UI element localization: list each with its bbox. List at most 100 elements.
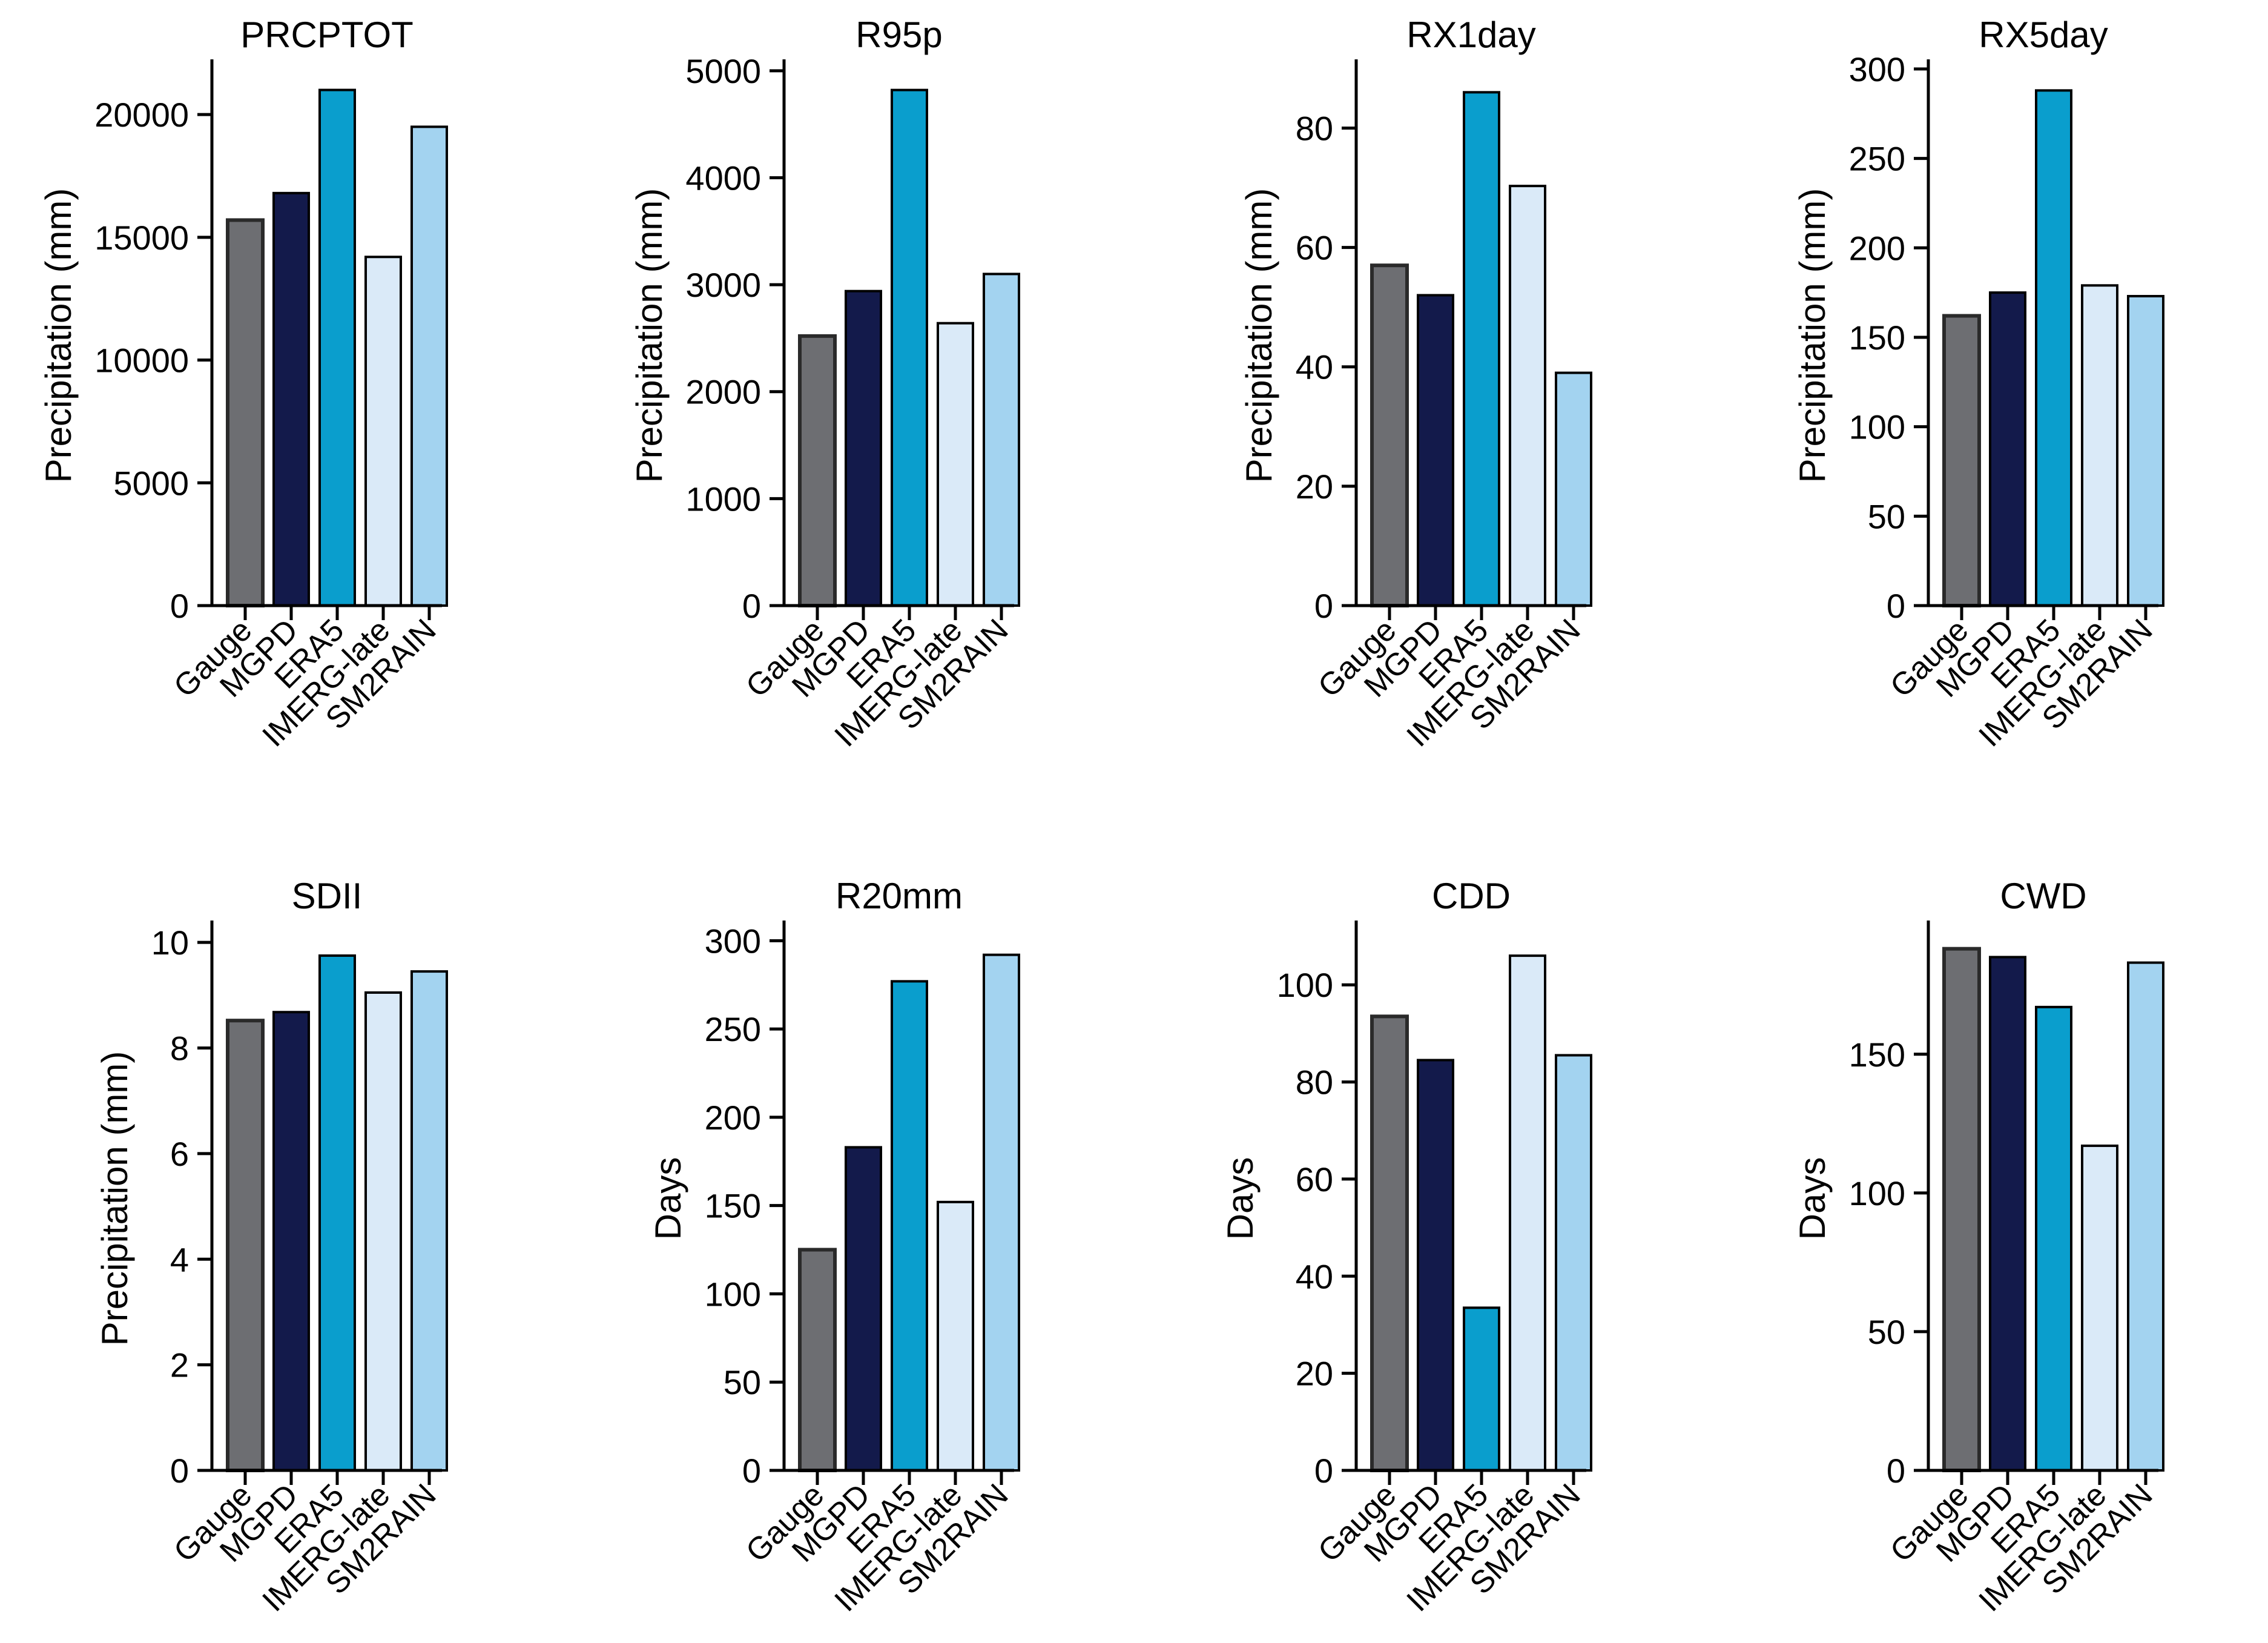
y-tick-label: 50 bbox=[724, 1363, 761, 1401]
y-tick-label: 250 bbox=[705, 1010, 761, 1048]
chart-title: PRCPTOT bbox=[240, 15, 414, 55]
y-tick-label: 20 bbox=[1296, 1355, 1333, 1393]
y-tick-label: 0 bbox=[742, 587, 761, 625]
y-tick-label: 40 bbox=[1296, 1257, 1333, 1295]
chart-rx1day: RX1day020406080GaugeMGPDERA5IMERG-lateSM… bbox=[1239, 15, 1592, 754]
chart-r20mm: R20mm050100150200250300GaugeMGPDERA5IMER… bbox=[648, 876, 1020, 1619]
bar-mgpd bbox=[272, 1011, 310, 1472]
y-tick-label: 40 bbox=[1296, 348, 1333, 386]
y-tick-label: 3000 bbox=[685, 266, 761, 304]
bar-imerg-late bbox=[937, 1200, 974, 1472]
y-tick-label: 20000 bbox=[94, 96, 189, 134]
bar-era5 bbox=[318, 88, 356, 607]
y-axis-label: Days bbox=[1220, 1157, 1261, 1240]
chart-cdd: CDD020406080100GaugeMGPDERA5IMERG-lateSM… bbox=[1220, 876, 1592, 1619]
y-tick-label: 200 bbox=[1849, 229, 1905, 267]
bar-gauge bbox=[1370, 1014, 1409, 1472]
bar-mgpd bbox=[1417, 1059, 1454, 1472]
chart-prcptot: PRCPTOT05000100001500020000GaugeMGPDERA5… bbox=[38, 15, 448, 754]
bar-sm2rain bbox=[2127, 295, 2164, 607]
bar-sm2rain bbox=[983, 953, 1020, 1472]
y-tick-label: 300 bbox=[1849, 50, 1905, 88]
chart-cwd: CWD050100150GaugeMGPDERA5IMERG-lateSM2RA… bbox=[1792, 876, 2164, 1619]
y-tick-label: 0 bbox=[170, 1452, 189, 1490]
bar-mgpd bbox=[845, 289, 882, 607]
bar-mgpd bbox=[1417, 294, 1454, 607]
bar-sm2rain bbox=[983, 273, 1020, 607]
y-tick-label: 150 bbox=[1849, 319, 1905, 357]
y-axis-label: Precipitation (mm) bbox=[629, 188, 670, 483]
y-tick-label: 10 bbox=[151, 924, 189, 962]
bar-era5 bbox=[1463, 91, 1500, 607]
bar-mgpd bbox=[272, 191, 310, 607]
y-tick-label: 5000 bbox=[685, 52, 761, 90]
bar-imerg-late bbox=[1509, 185, 1546, 607]
y-tick-label: 0 bbox=[1314, 587, 1333, 625]
chart-r95p: R95p010002000300040005000GaugeMGPDERA5IM… bbox=[629, 15, 1020, 754]
y-tick-label: 60 bbox=[1296, 229, 1333, 267]
bar-gauge bbox=[1370, 263, 1409, 607]
y-tick-label: 20 bbox=[1296, 468, 1333, 506]
bar-era5 bbox=[1463, 1306, 1500, 1472]
bar-era5 bbox=[891, 980, 928, 1472]
bar-gauge bbox=[226, 218, 265, 608]
chart-title: R95p bbox=[855, 15, 942, 55]
y-tick-label: 0 bbox=[742, 1452, 761, 1490]
y-tick-label: 4000 bbox=[685, 159, 761, 197]
y-tick-label: 50 bbox=[1868, 497, 1905, 535]
y-axis-label: Precipitation (mm) bbox=[1792, 188, 1833, 483]
y-axis-label: Days bbox=[648, 1157, 688, 1240]
bar-era5 bbox=[2035, 1005, 2072, 1472]
y-tick-label: 6 bbox=[170, 1135, 189, 1173]
bar-gauge bbox=[1942, 314, 1981, 607]
chart-rx5day: RX5day050100150200250300GaugeMGPDERA5IME… bbox=[1792, 15, 2164, 754]
y-tick-label: 50 bbox=[1868, 1313, 1905, 1351]
bar-mgpd bbox=[845, 1146, 882, 1472]
bar-sm2rain bbox=[410, 970, 448, 1472]
y-tick-label: 5000 bbox=[113, 464, 189, 502]
bar-sm2rain bbox=[2127, 961, 2164, 1472]
bar-era5 bbox=[891, 88, 928, 607]
y-tick-label: 1000 bbox=[685, 480, 761, 518]
bar-mgpd bbox=[1989, 956, 2026, 1472]
y-axis-label: Days bbox=[1792, 1157, 1833, 1240]
bar-gauge bbox=[798, 334, 837, 607]
y-tick-label: 0 bbox=[1887, 587, 1905, 625]
y-tick-label: 0 bbox=[1887, 1452, 1905, 1490]
chart-title: RX5day bbox=[1979, 15, 2108, 55]
y-tick-label: 8 bbox=[170, 1030, 189, 1068]
chart-title: R20mm bbox=[836, 876, 963, 916]
bar-sm2rain bbox=[1555, 371, 1592, 607]
y-tick-label: 250 bbox=[1849, 140, 1905, 178]
bar-sm2rain bbox=[1555, 1054, 1592, 1472]
y-tick-label: 100 bbox=[1849, 408, 1905, 446]
bar-gauge bbox=[226, 1019, 265, 1472]
y-tick-label: 100 bbox=[1849, 1174, 1905, 1212]
bar-sm2rain bbox=[410, 125, 448, 607]
bar-mgpd bbox=[1989, 291, 2026, 607]
bar-imerg-late bbox=[937, 322, 974, 607]
y-tick-label: 80 bbox=[1296, 1063, 1333, 1102]
bar-imerg-late bbox=[2081, 1144, 2118, 1472]
y-tick-label: 2 bbox=[170, 1346, 189, 1384]
bar-imerg-late bbox=[364, 991, 402, 1472]
y-tick-label: 4 bbox=[170, 1240, 189, 1278]
y-axis-label: Precipitation (mm) bbox=[94, 1051, 135, 1346]
y-tick-label: 150 bbox=[1849, 1036, 1905, 1074]
bar-gauge bbox=[798, 1248, 837, 1473]
y-tick-label: 300 bbox=[705, 922, 761, 960]
y-axis-label: Precipitation (mm) bbox=[38, 188, 79, 483]
y-tick-label: 10000 bbox=[94, 342, 189, 380]
y-tick-label: 150 bbox=[705, 1187, 761, 1225]
chart-title: SDII bbox=[292, 876, 363, 916]
y-tick-label: 100 bbox=[1277, 966, 1333, 1004]
bar-imerg-late bbox=[2081, 284, 2118, 607]
y-axis-label: Precipitation (mm) bbox=[1239, 188, 1279, 483]
y-tick-label: 0 bbox=[1314, 1452, 1333, 1490]
y-tick-label: 2000 bbox=[685, 373, 761, 411]
chart-title: CWD bbox=[2000, 876, 2086, 916]
chart-sdii: SDII0246810GaugeMGPDERA5IMERG-lateSM2RAI… bbox=[94, 876, 448, 1619]
bar-era5 bbox=[318, 954, 356, 1472]
chart-title: CDD bbox=[1432, 876, 1511, 916]
